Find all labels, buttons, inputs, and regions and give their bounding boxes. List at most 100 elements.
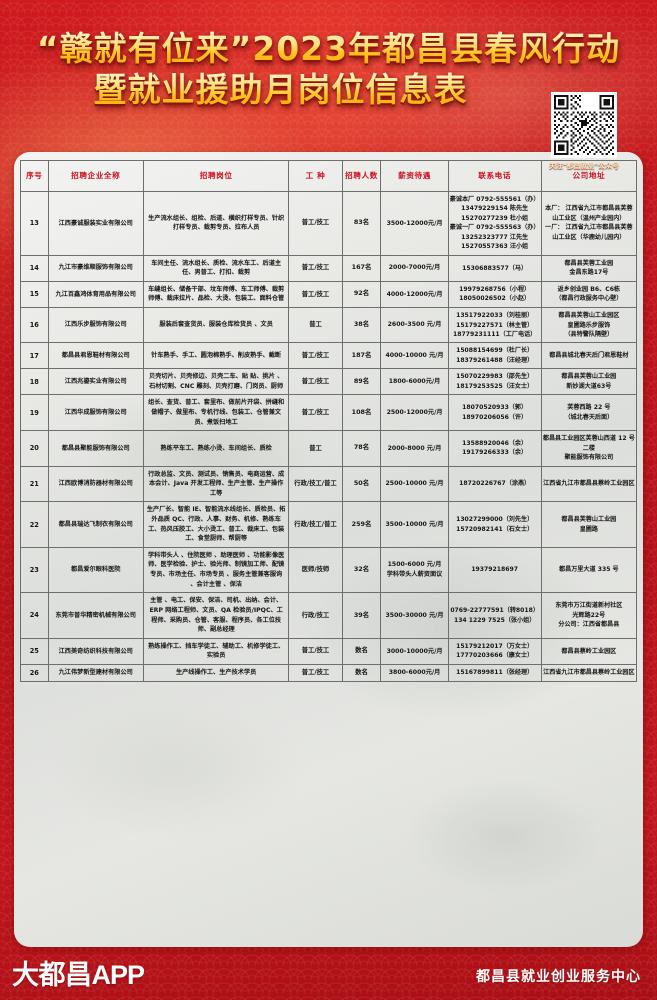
- logo-cn-text: 大都昌: [12, 960, 92, 991]
- row-positions: 学科带头人 、住院医师 、助理医师 、功能影像医师、医学检验、护士、验光师、制镜…: [142, 546, 290, 594]
- row-positions: 行政总监、文员、测试员、销售员、电商运营、成本会计、Java 开发工程师、生产主…: [142, 465, 290, 503]
- row-headcount: 108名: [341, 394, 382, 432]
- row-index: 20: [20, 430, 49, 467]
- row-address: 东莞市万江街道新村社区 光辉路22号 分公司：江西省都昌县: [540, 592, 638, 639]
- row-index: 16: [20, 307, 49, 344]
- row-positions: 服装后套查货员、服装仓库检货员 、文员: [142, 307, 290, 344]
- row-worktype: 普工/技工: [288, 280, 343, 309]
- col-header-index: 序号: [20, 160, 49, 192]
- row-address: 芙蓉西路 22 号（城北春天后面）: [540, 394, 638, 432]
- row-worktype: 普工: [288, 307, 343, 344]
- organization-name: 都昌县就业创业服务中心: [476, 969, 641, 985]
- row-worktype: 普工/技工: [288, 254, 343, 282]
- row-index: 22: [20, 501, 49, 548]
- row-address: 江西省九江市都昌县蔡岭工业园区: [540, 465, 638, 503]
- row-phone: 13588920046（余） 19179266333（余）: [447, 430, 542, 467]
- row-headcount: 92名: [341, 280, 382, 309]
- row-address: 都昌县城北春天后门君恩鞋材: [540, 342, 638, 370]
- row-phone: 19379218697: [447, 546, 542, 594]
- row-phone: 15179212017（万女士） 17770203666（康女士）: [447, 637, 542, 665]
- table-row: 26 九江伟梦新型建材有限公司 生产线操作工、生产技术学员 普工/技工 数名 3800-6…: [20, 663, 638, 683]
- poster-footer: 大都昌APP 都昌县就业创业服务中心: [0, 947, 657, 1000]
- table-row: 13 江西豪诚服装实业有限公司 生产流水组长、组检、后道、横织打样专员、针织打样专员…: [20, 191, 638, 256]
- row-company: 九江伟梦新型建材有限公司: [47, 663, 144, 683]
- row-salary: 4000-12000元/月: [380, 280, 449, 309]
- row-salary: 3500-10000 元/月: [380, 501, 449, 548]
- qr-code-icon[interactable]: [551, 92, 617, 158]
- row-worktype: 医师/技师: [288, 546, 343, 594]
- table-body: 13 江西豪诚服装实业有限公司 生产流水组长、组检、后道、横织打样专员、针织打样专员…: [20, 191, 638, 683]
- row-positions: 熟练平车工、熟练小烫、车间组长、质检: [142, 430, 290, 467]
- row-salary: 2600-3500 元/月: [380, 307, 449, 344]
- row-phone: 15306883577（马）: [447, 254, 542, 282]
- row-address: 都昌县工业园区芙蓉山西道 12 号二楼 聚能服饰有限公司: [540, 430, 638, 467]
- row-positions: 组长、查货、普工、套里布、做前片开袋、拼缝和做帽子、做里布、专机行线、包装工、仓…: [142, 394, 290, 432]
- row-address: 都昌万里大道 335 号: [540, 546, 638, 594]
- row-positions: 车缝组长、储备干部、坟车师傅、车工师傅、裁剪师傅、裁床拉片、品检、大烫、包装工、…: [142, 280, 290, 309]
- row-company: 江西豪诚服装实业有限公司: [47, 191, 144, 256]
- row-phone: 15070229983（邵先生） 18179253525（汪女士）: [447, 368, 542, 396]
- row-company: 都昌县聚能服饰有限公司: [47, 430, 144, 467]
- row-salary: 3500-12000元/月: [380, 191, 449, 256]
- row-company: 都昌爱尔眼科医院: [47, 546, 144, 594]
- row-salary: 2500-12000元/月: [380, 394, 449, 432]
- row-headcount: 39名: [341, 592, 382, 639]
- table-row: 15 九江百鑫鸿体育用品有限公司 车缝组长、储备干部、坟车师傅、车工师傅、裁剪师傅、…: [20, 280, 638, 309]
- row-worktype: 普工/技工: [288, 637, 343, 665]
- row-worktype: 普工/技工: [288, 394, 343, 432]
- table-header-row: 序号 招聘企业全称 招聘岗位 工 种 招聘人数 薪资待遇 联系电话 公司地址: [20, 160, 638, 192]
- row-worktype: 普工/技工: [288, 368, 343, 396]
- row-headcount: 50名: [341, 465, 382, 503]
- row-index: 23: [20, 546, 49, 594]
- row-company: 都昌县瑞达飞制衣有限公司: [47, 501, 144, 548]
- row-index: 26: [20, 663, 49, 683]
- row-worktype: 普工/技工: [288, 663, 343, 683]
- row-headcount: 187名: [341, 342, 382, 370]
- row-index: 17: [20, 342, 49, 370]
- row-headcount: 数名: [341, 637, 382, 665]
- row-positions: 车间主任、流水组长、质检、流水车工、后道主任、男普工、打扣、裁剪: [142, 254, 290, 282]
- row-company: 九江百鑫鸿体育用品有限公司: [47, 280, 144, 309]
- table-row: 24 东莞市普华精密机械有限公司 主管 、电工、保安、保洁、司机、出纳、会计、ERP…: [20, 592, 638, 639]
- row-company: 江西兆鎏实业有限公司: [47, 368, 144, 396]
- row-positions: 生产流水组长、组检、后道、横织打样专员、针织打样专员、裁剪专员、拉布人员: [142, 191, 290, 256]
- row-salary: 3000-10000元/月: [380, 637, 449, 665]
- row-company: 江西欧博消防器材有限公司: [47, 465, 144, 503]
- row-address: 本厂： 江西省九江市都昌县芙蓉山工业区（温州产业园内） 一厂： 江西省九江市都昌县…: [540, 191, 638, 256]
- row-company: 九江市豪维顺服饰有限公司: [47, 254, 144, 282]
- row-headcount: 167名: [341, 254, 382, 282]
- row-positions: 熟练操作工、挡车学徒工、辅助工、机修学徒工、实验员: [142, 637, 290, 665]
- row-salary: 2000-8000 元/月: [380, 430, 449, 467]
- table-row: 25 江西美奇纺织科技有限公司 熟练操作工、挡车学徒工、辅助工、机修学徒工、实验员普…: [20, 637, 638, 665]
- row-index: 18: [20, 368, 49, 396]
- row-headcount: 259名: [341, 501, 382, 548]
- row-phone: 豪诚本厂 0792-555561（办） 13479229154 陈先生 152702…: [447, 191, 542, 256]
- row-worktype: 行政/技工/普工: [288, 501, 343, 548]
- row-address: 都昌县芙蓉工业园 金昌东路17号: [540, 254, 638, 282]
- qr-block: 关注“都昌就业”公众号: [525, 92, 643, 171]
- jobs-table-card: 序号 招聘企业全称 招聘岗位 工 种 招聘人数 薪资待遇 联系电话 公司地址 1…: [14, 152, 643, 947]
- row-address: 都昌县芙蓉山工业园 皇圃路: [540, 501, 638, 548]
- row-headcount: 数名: [341, 663, 382, 683]
- col-header-worktype: 工 种: [288, 160, 343, 192]
- row-index: 24: [20, 592, 49, 639]
- row-salary: 2000-7000元/月: [380, 254, 449, 282]
- row-index: 19: [20, 394, 49, 432]
- dadouchang-app-logo: 大都昌APP: [12, 953, 145, 992]
- row-phone: 18720226767（涂燕）: [447, 465, 542, 503]
- row-headcount: 38名: [341, 307, 382, 344]
- row-worktype: 普工/技工: [288, 191, 343, 256]
- row-worktype: 普工/技工: [288, 342, 343, 370]
- row-phone: 13517922033（刘桂丽） 15179227571（林主管） 18779231…: [447, 307, 542, 344]
- table-row: 20 都昌县聚能服饰有限公司 熟练平车工、熟练小烫、车间组长、质检 普工 78名 2000…: [20, 430, 638, 467]
- row-salary: 2500-10000 元/月: [380, 465, 449, 503]
- row-index: 14: [20, 254, 49, 282]
- row-headcount: 78名: [341, 430, 382, 467]
- row-index: 25: [20, 637, 49, 665]
- row-salary: 4000-10000 元/月: [380, 342, 449, 370]
- row-company: 江西美奇纺织科技有限公司: [47, 637, 144, 665]
- col-header-company: 招聘企业全称: [47, 160, 144, 192]
- row-company: 江西乐步服饰有限公司: [47, 307, 144, 344]
- table-row: 18 江西兆鎏实业有限公司 贝壳切片、贝壳修边、贝壳二车、贴 贴、挑片 、石材切割、…: [20, 368, 638, 396]
- jobs-table: 序号 招聘企业全称 招聘岗位 工 种 招聘人数 薪资待遇 联系电话 公司地址 1…: [20, 160, 638, 683]
